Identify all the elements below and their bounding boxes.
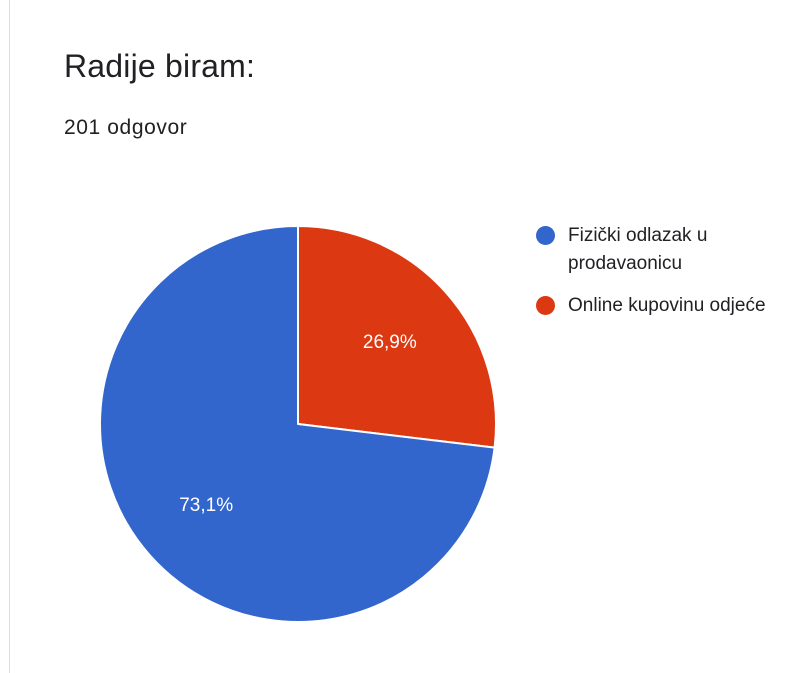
legend-label-online: Online kupovinu odjeće [568,295,766,316]
legend-swatch-online [536,296,555,315]
card-border [9,0,10,673]
pie-slice-0[interactable] [297,225,497,449]
pie-slice-label-0: 26,9% [363,332,417,353]
question-title: Radije biram: [64,48,256,84]
pie-slice-1[interactable] [99,225,496,623]
legend-label-physical-store: Fizički odlazak u prodavaonicu [568,225,708,274]
legend-item-online[interactable]: Online kupovinu odjeće [536,292,766,320]
legend-item-physical-store[interactable]: Fizički odlazak u prodavaonicu [536,222,766,278]
legend-swatch-physical-store [536,226,555,245]
response-count: 201 odgovor [64,116,188,139]
pie-slice-label-1: 73,1% [179,495,233,516]
chart-legend: Fizički odlazak u prodavaonicu Online ku… [536,222,766,334]
